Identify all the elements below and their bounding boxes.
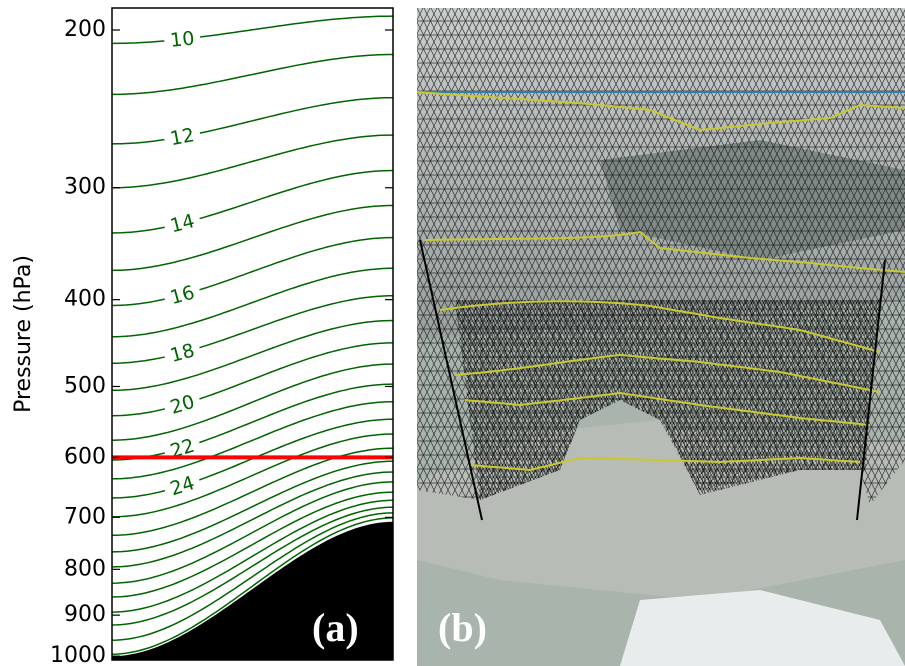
y-axis-label: Pressure (hPa) [11,255,36,413]
panel-b: (b) [417,8,905,666]
contour-label: 14 [168,210,197,237]
level-line [112,267,393,338]
contour-label-group: 14 [162,208,203,239]
label-background [161,469,203,502]
level-line [112,363,393,441]
level-line [112,471,393,568]
level-line [112,319,393,392]
contour-label-group: 20 [161,388,203,420]
label-background [161,279,203,311]
y-tick-label: 900 [64,602,106,627]
y-tick-label: 800 [64,556,106,581]
level-line [112,342,393,417]
level-line [112,15,393,45]
lake [620,590,905,666]
panel-a: Pressure (hPa) 10 12 14 16 18 20 22 24 200 300 400… [11,7,394,666]
y-tick-label: 1000 [50,643,106,666]
contour-label-group: 18 [162,337,203,368]
level-line [112,295,393,364]
level-line [112,506,393,626]
label-background [162,337,203,368]
contour-label: 12 [168,124,196,150]
label-background [162,208,203,239]
level-line [112,517,393,655]
terrain [112,521,393,660]
contour-label-group: 12 [162,122,202,151]
contour-label-group: 22 [161,432,203,464]
contour-label-group: 10 [163,26,202,53]
level-line [112,96,393,145]
contour-label-group: 16 [161,279,203,311]
y-tick-label: 700 [64,504,106,529]
label-background [162,122,202,151]
contour-label-group: 24 [161,469,203,502]
y-tick-label: 500 [64,373,106,398]
level-line [112,400,393,480]
plot-area: 10 12 14 16 18 20 22 24 [112,15,393,660]
y-tick-label: 400 [64,287,106,312]
level-line [112,447,393,537]
plot-frame [111,7,394,661]
level-line [112,481,393,584]
level-line [112,169,393,234]
level-line [112,383,393,461]
panel-label: (a) [312,605,359,650]
y-tick-label: 600 [64,444,106,469]
level-line [112,512,393,641]
level-line [112,204,393,272]
level-line [112,499,393,613]
level-line [112,460,393,553]
level-line [112,491,393,598]
level-line [112,433,393,518]
label-background [161,388,203,420]
mesh-edge [419,239,886,521]
y-tick-label: 200 [64,17,106,42]
y-tick-label: 300 [64,175,106,200]
contour-label: 10 [169,27,195,51]
isolines [417,91,905,472]
level-line [112,53,393,96]
label-background [163,26,202,53]
level-line [112,134,393,189]
panel-label: (b) [438,605,487,650]
level-line [112,236,393,307]
